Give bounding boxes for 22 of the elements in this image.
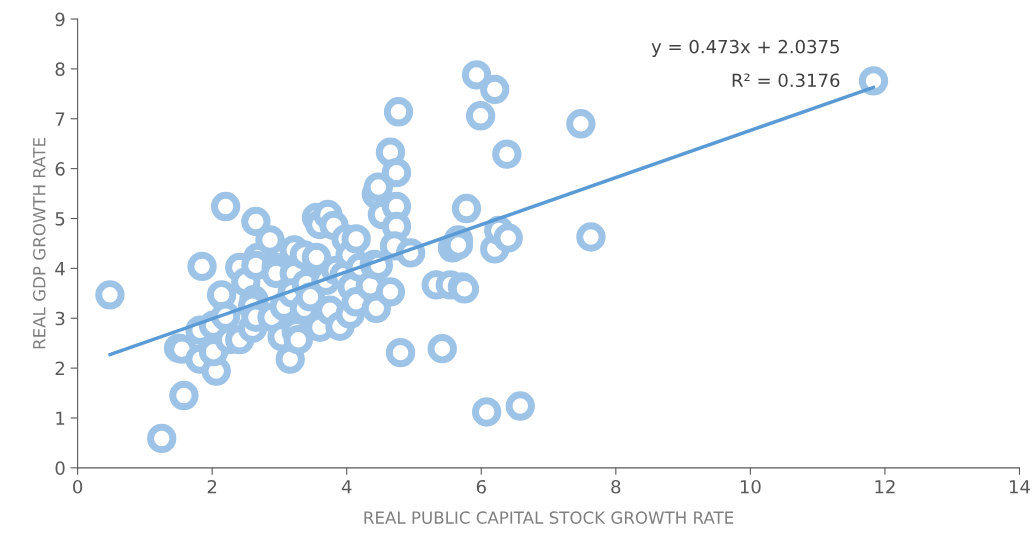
annotation: R² = 0.3176	[732, 73, 840, 88]
y-tick-label: 8	[55, 62, 65, 77]
x-tick-label: 8	[611, 479, 621, 494]
x-tick-label: 6	[476, 479, 486, 494]
y-tick-label: 3	[55, 311, 65, 326]
y-tick-label: 2	[55, 361, 65, 375]
y-tick-label: 4	[55, 262, 65, 276]
y-tick-label: 9	[55, 12, 65, 27]
y-tick-label: 0	[55, 461, 65, 475]
x-tick-label: 4	[341, 480, 352, 494]
y-tick-label: 6	[55, 162, 65, 176]
y-tick-label: 5	[55, 212, 65, 226]
x-axis-title: REAL PUBLIC CAPITAL STOCK GROWTH RATE	[364, 511, 734, 524]
y-tick-label: 7	[55, 112, 65, 126]
x-tick-label: 12	[875, 479, 895, 494]
x-tick-label: 2	[207, 479, 217, 494]
x-tick-label: 10	[740, 479, 761, 494]
x-tick-label: 0	[73, 479, 83, 494]
annotation: y = 0.473x + 2.0375	[651, 39, 839, 57]
y-tick-label: 1	[56, 411, 65, 425]
x-tick-label: 14	[1009, 480, 1030, 494]
y-axis-title: REAL GDP GROWTH RATE	[32, 137, 46, 349]
